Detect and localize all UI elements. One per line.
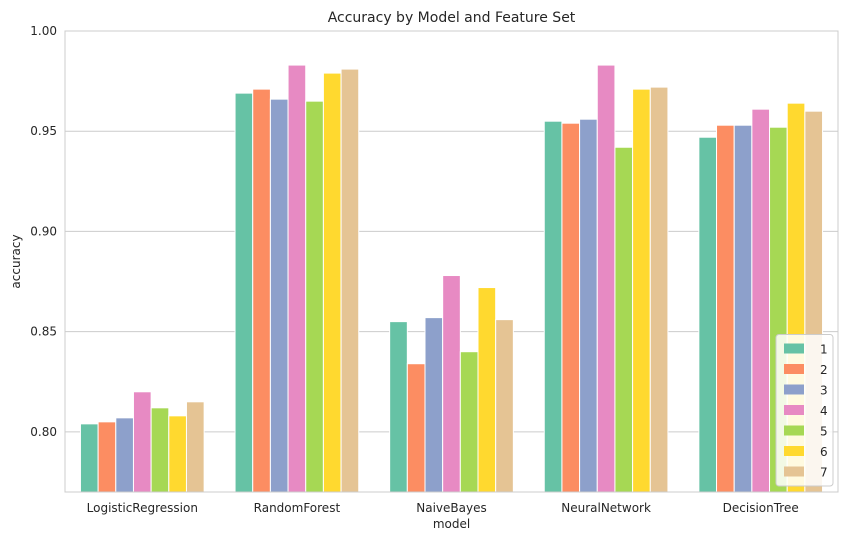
x-tick-label: NeuralNetwork — [561, 501, 651, 515]
legend-swatch — [784, 384, 804, 395]
bars — [79, 64, 824, 493]
y-tick-label: 1.00 — [30, 24, 57, 38]
bar-NeuralNetwork-3 — [579, 118, 598, 493]
legend-label: 1 — [820, 343, 828, 357]
bar-RandomForest-1 — [234, 92, 254, 493]
bar-LogisticRegression-7 — [185, 401, 205, 493]
bar-DecisionTree-4 — [751, 108, 771, 493]
bar-LogisticRegression-1 — [79, 423, 99, 493]
y-tick-label: 0.80 — [30, 425, 57, 439]
legend-swatch — [784, 343, 804, 354]
x-axis-label: model — [433, 517, 470, 531]
y-tick-label: 0.90 — [30, 224, 57, 238]
bar-LogisticRegression-3 — [115, 417, 134, 493]
legend-swatch — [784, 466, 804, 477]
legend-swatch — [784, 364, 804, 374]
x-tick-label: RandomForest — [254, 501, 341, 515]
bar-RandomForest-4 — [287, 64, 307, 493]
y-tick-label: 0.85 — [30, 325, 57, 339]
bar-LogisticRegression-5 — [150, 407, 170, 493]
bar-NeuralNetwork-5 — [614, 146, 634, 493]
chart-title: Accuracy by Model and Feature Set — [328, 10, 576, 26]
legend-swatch — [784, 405, 804, 415]
bar-NaiveBayes-2 — [406, 363, 426, 493]
bar-RandomForest-2 — [252, 88, 271, 493]
bar-NaiveBayes-5 — [459, 351, 479, 493]
bar-LogisticRegression-6 — [168, 415, 187, 493]
bar-DecisionTree-2 — [716, 124, 735, 493]
bar-NeuralNetwork-7 — [649, 86, 669, 493]
plot-frame — [64, 30, 839, 493]
bar-RandomForest-3 — [269, 98, 289, 493]
y-axis-label: accuracy — [9, 234, 23, 288]
legend-label: 6 — [820, 445, 828, 459]
legend-swatch — [784, 446, 804, 456]
legend: 1 2 3 4 5 6 7 — [775, 334, 834, 487]
bar-LogisticRegression-4 — [132, 391, 152, 493]
y-tick-label: 0.95 — [30, 124, 57, 138]
bar-RandomForest-5 — [305, 100, 324, 493]
bar-NaiveBayes-6 — [477, 287, 497, 493]
bar-NaiveBayes-3 — [424, 317, 444, 493]
bar-DecisionTree-1 — [698, 136, 718, 493]
bar-RandomForest-6 — [322, 72, 342, 493]
bar-NeuralNetwork-6 — [632, 88, 651, 493]
x-tick-labels: LogisticRegression RandomForest NaiveBayes… — [87, 501, 799, 515]
bar-LogisticRegression-2 — [97, 421, 117, 493]
bar-NaiveBayes-7 — [495, 319, 514, 493]
bar-DecisionTree-3 — [733, 124, 753, 493]
legend-label: 4 — [820, 404, 828, 418]
bar-NaiveBayes-4 — [442, 275, 461, 493]
legend-label: 5 — [820, 425, 828, 439]
x-tick-label: NaiveBayes — [416, 501, 486, 515]
bar-NeuralNetwork-1 — [543, 120, 563, 493]
bar-NeuralNetwork-2 — [561, 122, 581, 493]
x-tick-label: LogisticRegression — [87, 501, 198, 515]
y-tick-labels: 0.80 0.85 0.90 0.95 1.00 — [30, 24, 57, 439]
legend-swatch — [784, 425, 804, 436]
legend-label: 7 — [820, 466, 828, 480]
bar-NeuralNetwork-4 — [596, 64, 616, 493]
legend-label: 3 — [820, 384, 828, 398]
x-tick-label: DecisionTree — [723, 501, 799, 515]
bar-RandomForest-7 — [340, 68, 360, 493]
bar-NaiveBayes-1 — [389, 321, 408, 493]
legend-label: 2 — [820, 363, 828, 377]
